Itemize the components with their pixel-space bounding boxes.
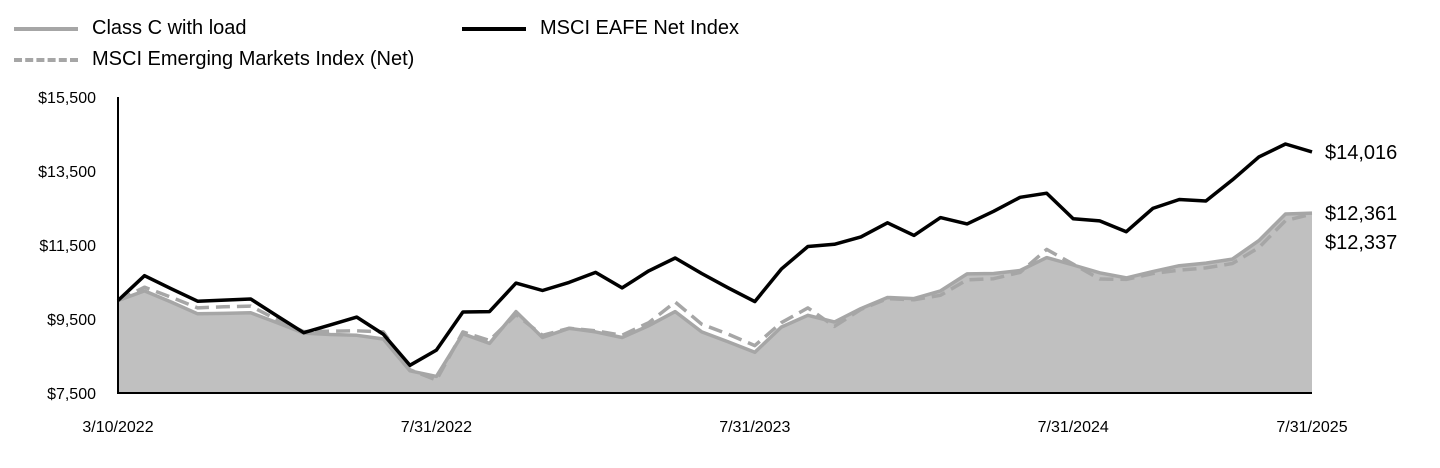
legend-label-eafe: MSCI EAFE Net Index: [540, 17, 739, 39]
x-tick-label: 7/31/2023: [719, 419, 790, 436]
end-value-label: $14,016: [1325, 142, 1397, 164]
legend-label-emerging-markets: MSCI Emerging Markets Index (Net): [92, 48, 415, 70]
y-tick-label: $15,500: [38, 90, 96, 107]
end-value-label: $12,361: [1325, 203, 1397, 225]
end-value-label: $12,337: [1325, 232, 1397, 254]
legend-label-class-c: Class C with load: [92, 17, 247, 39]
legend: Class C with load MSCI Emerging Markets …: [0, 0, 1440, 80]
legend-swatch-emerging-markets: [14, 57, 78, 62]
y-tick-label: $7,500: [47, 386, 96, 403]
legend-item-eafe: MSCI EAFE Net Index: [462, 17, 739, 40]
x-tick-label: 7/31/2025: [1276, 419, 1347, 436]
legend-item-class-c: Class C with load: [14, 17, 247, 40]
series-line-eafe: [116, 142, 1313, 368]
x-tick-label: 3/10/2022: [82, 419, 153, 436]
series-line-emerging-markets: [117, 212, 1313, 382]
x-tick-label: 7/31/2024: [1038, 419, 1109, 436]
y-tick-label: $13,500: [38, 164, 96, 181]
y-tick-label: $9,500: [47, 312, 96, 329]
x-tick-label: 7/31/2022: [401, 419, 472, 436]
y-tick-label: $11,500: [39, 238, 96, 255]
legend-swatch-class-c: [14, 26, 78, 31]
series-area-class-c: [118, 213, 1312, 393]
legend-item-emerging-markets: MSCI Emerging Markets Index (Net): [14, 48, 414, 71]
legend-swatch-eafe: [462, 26, 526, 31]
series-line-class-c: [117, 211, 1313, 379]
